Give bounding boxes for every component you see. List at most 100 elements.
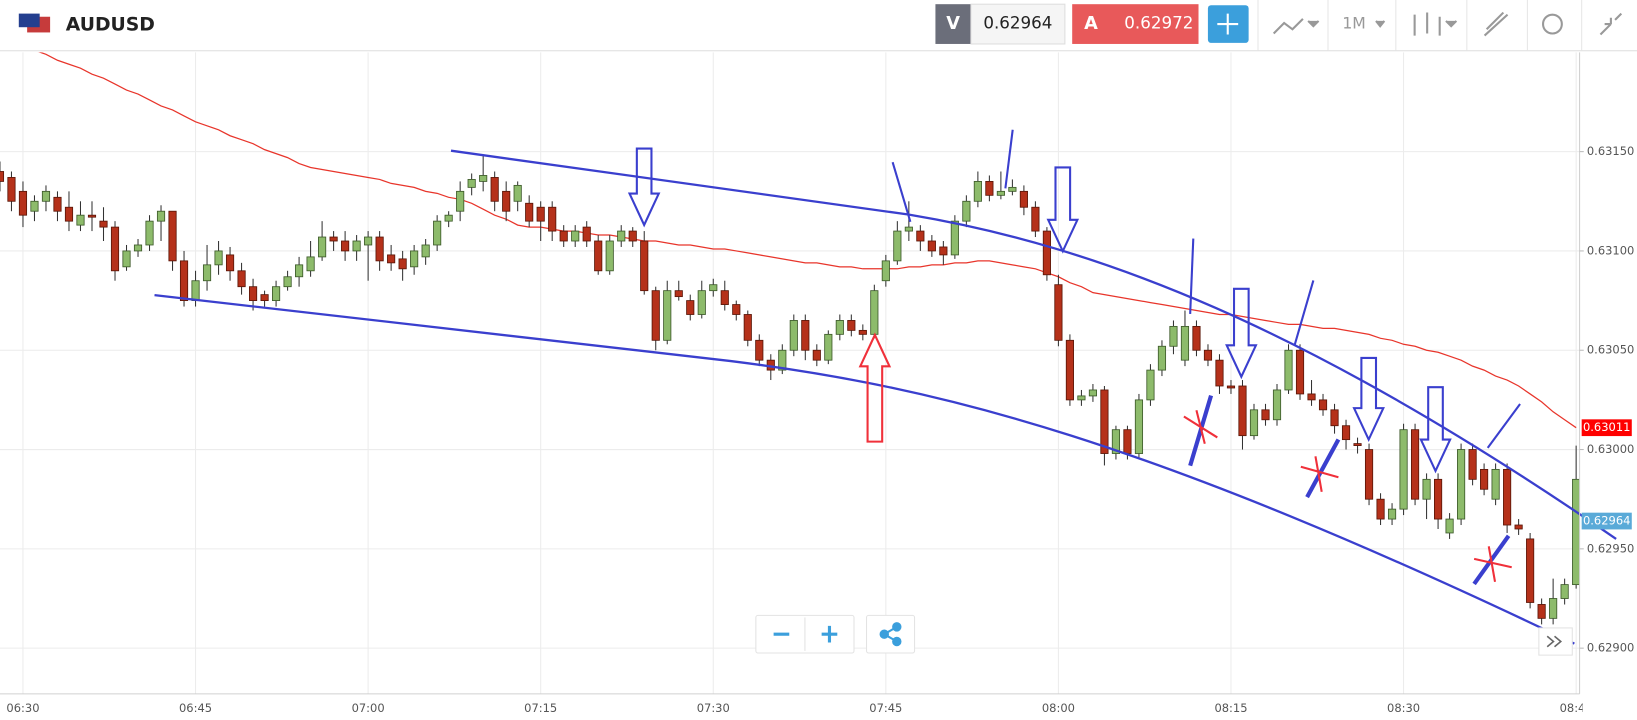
toolbar: AUDUSD V 0.62964 A 0.62972 1M [0, 0, 1637, 52]
candle-body [536, 206, 545, 222]
candle-body [1215, 359, 1224, 387]
channel-lower [154, 293, 1575, 645]
x-tick-label: 08:15 [1214, 701, 1247, 715]
candle-body [467, 179, 476, 188]
draw-icon[interactable] [1483, 11, 1509, 37]
touch-marks [891, 129, 1521, 449]
candle-body [812, 349, 821, 361]
candle-body [1180, 325, 1190, 361]
symbol: AUDUSD [66, 15, 155, 36]
touch-mark [1486, 403, 1521, 449]
ask-letter: A [1084, 14, 1098, 34]
candle-body [318, 236, 327, 258]
candle-body [1295, 349, 1305, 395]
candle-body [1238, 385, 1247, 437]
cross-mark [1473, 546, 1512, 583]
ask-box[interactable] [1072, 4, 1199, 44]
y-tick-label: 0.63000 [1587, 442, 1634, 456]
candle-body [248, 286, 258, 302]
candle-body [53, 196, 62, 212]
candle-body [1203, 349, 1213, 361]
candle-body [916, 230, 925, 242]
toolbar-bg [0, 0, 1637, 51]
candle-body [1526, 538, 1535, 603]
scroll-end-icon [1546, 635, 1563, 648]
dropdown-icon[interactable] [1375, 20, 1386, 28]
candle-body [444, 214, 453, 222]
candle-body [927, 240, 936, 252]
chart-type-icon[interactable] [1272, 18, 1304, 35]
candle-body [1341, 425, 1351, 441]
settings-icon[interactable] [1541, 13, 1563, 35]
arrow [1352, 356, 1385, 443]
plot-area [0, 52, 1580, 625]
timeframe[interactable]: 1M [1342, 14, 1365, 33]
candle-body [1410, 429, 1420, 500]
arrow [858, 332, 892, 443]
moving-average-line [38, 52, 1577, 429]
dropdown-icon[interactable] [1307, 20, 1320, 28]
dropdown-icon[interactable] [1445, 20, 1458, 28]
bid-price: 0.62964 [983, 13, 1052, 33]
collapse-icon[interactable] [1599, 12, 1623, 36]
candle-body [1330, 409, 1339, 427]
candle-body [179, 260, 189, 302]
candle-body [996, 190, 1005, 196]
candle-body [1111, 429, 1121, 454]
candle-body [214, 250, 223, 266]
candle-body [1445, 518, 1454, 534]
candle-body [341, 240, 350, 252]
candle-body [7, 177, 16, 202]
candle-body [272, 286, 281, 302]
candle-body [87, 214, 97, 218]
candle-body [1503, 468, 1512, 526]
bid-badge[interactable] [935, 4, 971, 44]
candle-body [858, 329, 867, 335]
candle-body [1008, 186, 1017, 192]
y-tick-label: 0.63050 [1587, 343, 1634, 357]
candle-body [156, 210, 166, 222]
bid-letter: V [946, 14, 960, 34]
candle-body [1468, 449, 1477, 480]
candle-body [1226, 385, 1236, 389]
candle-body [697, 290, 706, 315]
candle-body [870, 290, 879, 335]
bid-box[interactable] [970, 3, 1066, 45]
candle-body [306, 256, 315, 272]
candle-body [1399, 429, 1408, 510]
share-button[interactable] [866, 614, 916, 654]
price-tags: 0.63011 0.62964 [1581, 419, 1632, 530]
candle-body [674, 290, 683, 298]
candle-body [801, 320, 810, 351]
candle-body [1088, 389, 1097, 397]
candle-body [1169, 325, 1178, 347]
candle-body [1353, 443, 1362, 446]
share-lines [882, 625, 898, 643]
candle-body [237, 270, 246, 288]
candle-body [605, 240, 614, 272]
candle-icon[interactable] [1413, 12, 1441, 36]
scroll-end-button[interactable] [1538, 627, 1573, 656]
zoom-in[interactable] [821, 625, 838, 643]
candle-body [18, 190, 28, 216]
candle-body [628, 230, 637, 242]
candle-body [985, 181, 994, 196]
candle-body [110, 226, 120, 272]
candle-body [594, 240, 603, 272]
candle-body [709, 284, 718, 292]
candle-body [778, 349, 787, 371]
candle-body [99, 220, 108, 228]
candle-body [962, 200, 971, 222]
candle-body [824, 333, 833, 361]
candle-body [1146, 369, 1155, 401]
candle-body [76, 214, 85, 226]
y-axis: 0.62900 0.62950 0.63000 0.63050 0.63100 0.631… [1579, 144, 1634, 655]
candle-body [1065, 339, 1074, 401]
last-price-tag: 0.62964 [1583, 514, 1630, 528]
candle-body [1514, 524, 1523, 530]
candle-body [651, 290, 660, 341]
y-tick-label: 0.62900 [1587, 641, 1634, 655]
candle-body [1157, 345, 1167, 371]
candle-body [1457, 449, 1466, 520]
candle-body [329, 236, 338, 242]
